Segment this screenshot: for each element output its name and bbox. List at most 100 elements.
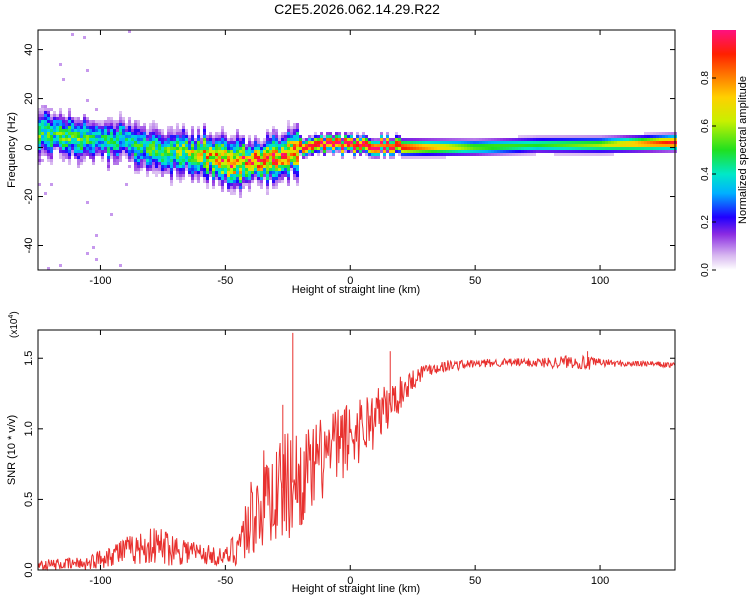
- heatmap-cell: [590, 153, 593, 156]
- heatmap-cell: [497, 147, 500, 150]
- heatmap-cell: [485, 144, 488, 147]
- colorbar-tick-label: 0.4: [700, 167, 711, 181]
- heatmap-cell: [218, 171, 221, 174]
- heatmap-cell: [350, 132, 353, 135]
- heatmap-cell: [254, 141, 257, 144]
- heatmap-cell: [62, 135, 65, 138]
- heatmap-cell: [47, 111, 50, 114]
- heatmap-cell: [53, 111, 56, 114]
- heatmap-cell: [608, 147, 611, 150]
- heatmap-cell: [239, 135, 242, 138]
- heatmap-cell: [467, 150, 470, 153]
- heatmap-cell: [113, 162, 116, 165]
- heatmap-cell: [107, 141, 110, 144]
- heatmap-cell: [584, 135, 587, 138]
- heatmap-cell: [428, 150, 431, 153]
- heatmap-cell: [206, 165, 209, 168]
- heatmap-cell: [119, 132, 122, 135]
- heatmap-cell: [197, 177, 200, 180]
- heatmap-cell: [212, 147, 215, 150]
- heatmap-cell: [578, 147, 581, 150]
- heatmap-cell: [236, 150, 239, 153]
- heatmap-cell: [224, 171, 227, 174]
- heatmap-cell: [257, 165, 260, 168]
- heatmap-cell: [242, 177, 245, 180]
- heatmap-cell: [467, 153, 470, 156]
- heatmap-cell: [149, 162, 152, 165]
- heatmap-cell: [59, 153, 62, 156]
- heatmap-cell: [410, 156, 413, 159]
- heatmap-cell: [233, 162, 236, 165]
- heatmap-cell: [194, 138, 197, 141]
- heatmap-cell: [89, 153, 92, 156]
- heatmap-cell: [197, 138, 200, 141]
- heatmap-cell: [101, 144, 104, 147]
- heatmap-cell: [578, 150, 581, 153]
- heatmap-cell: [194, 171, 197, 174]
- heatmap-cell: [128, 129, 131, 132]
- heatmap-cell: [281, 180, 284, 183]
- heatmap-cell: [671, 150, 674, 153]
- heatmap-cell: [158, 171, 161, 174]
- heatmap-cell: [293, 123, 296, 126]
- heatmap-cell: [494, 141, 497, 144]
- heatmap-cell: [176, 174, 179, 177]
- heatmap-cell: [416, 138, 419, 141]
- heatmap-cell: [425, 156, 428, 159]
- heatmap-cell: [338, 141, 341, 144]
- heatmap-cell: [242, 147, 245, 150]
- heatmap-cell: [509, 141, 512, 144]
- heatmap-cell: [371, 144, 374, 147]
- heatmap-cell: [305, 141, 308, 144]
- heatmap-cell: [260, 183, 263, 186]
- heatmap-cell: [206, 180, 209, 183]
- heatmap-cell: [242, 135, 245, 138]
- heatmap-cell: [476, 147, 479, 150]
- heatmap-cell: [134, 120, 137, 123]
- heatmap-cell: [122, 120, 125, 123]
- heatmap-cell: [41, 159, 44, 162]
- heatmap-cell: [257, 180, 260, 183]
- heatmap-cell: [425, 153, 428, 156]
- heatmap-cell: [530, 141, 533, 144]
- heatmap-cell: [596, 138, 599, 141]
- heatmap-cell: [668, 138, 671, 141]
- heatmap-cell: [251, 171, 254, 174]
- heatmap-cell: [452, 144, 455, 147]
- heatmap-cell: [194, 147, 197, 150]
- heatmap-cell: [68, 135, 71, 138]
- heatmap-cell: [431, 138, 434, 141]
- heatmap-cell: [233, 180, 236, 183]
- heatmap-cell: [128, 126, 131, 129]
- heatmap-cell: [95, 234, 98, 237]
- heatmap-cell: [632, 141, 635, 144]
- heatmap-cell: [461, 147, 464, 150]
- heatmap-cell: [422, 141, 425, 144]
- heatmap-cell: [293, 153, 296, 156]
- heatmap-cell: [221, 177, 224, 180]
- heatmap-cell: [611, 138, 614, 141]
- heatmap-cell: [149, 156, 152, 159]
- heatmap-cell: [452, 150, 455, 153]
- heatmap-cell: [257, 159, 260, 162]
- heatmap-cell: [179, 135, 182, 138]
- heatmap-cell: [215, 141, 218, 144]
- heatmap-cell: [380, 138, 383, 141]
- heatmap-cell: [572, 144, 575, 147]
- heatmap-cell: [380, 150, 383, 153]
- heatmap-cell: [59, 108, 62, 111]
- heatmap-cell: [221, 138, 224, 141]
- heatmap-cell: [353, 138, 356, 141]
- heatmap-cell: [314, 135, 317, 138]
- heatmap-cell: [260, 141, 263, 144]
- heatmap-cell: [575, 138, 578, 141]
- heatmap-cell: [527, 150, 530, 153]
- heatmap-cell: [218, 177, 221, 180]
- heatmap-cell: [167, 153, 170, 156]
- heatmap-cell: [269, 174, 272, 177]
- heatmap-cell: [107, 138, 110, 141]
- heatmap-cell: [605, 138, 608, 141]
- heatmap-cell: [482, 150, 485, 153]
- heatmap-cell: [605, 153, 608, 156]
- heatmap-cell: [407, 156, 410, 159]
